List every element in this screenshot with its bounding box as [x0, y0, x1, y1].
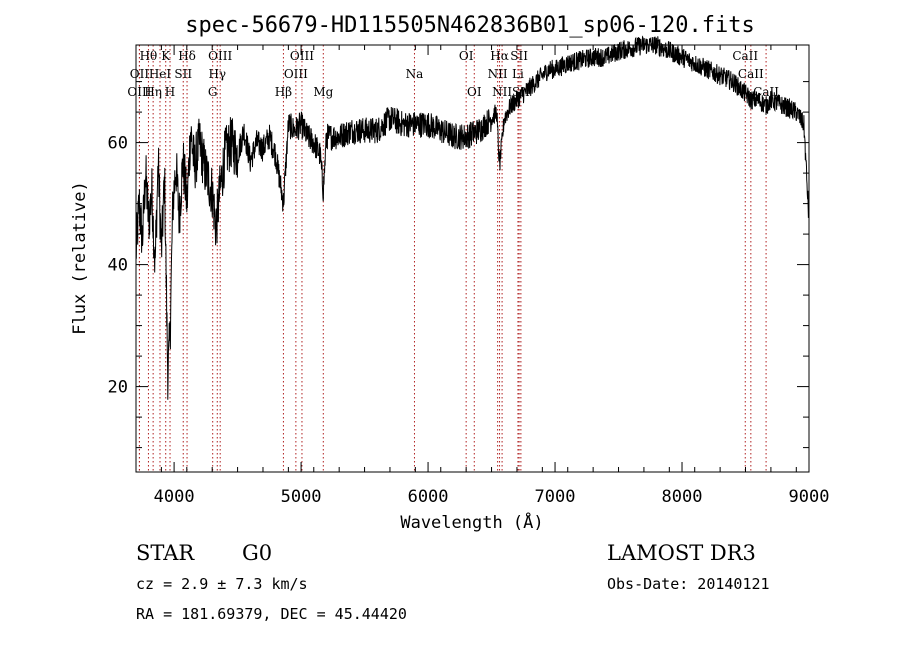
spectral-line-label: H — [165, 85, 175, 99]
spectral-line-label: Hθ — [140, 49, 158, 63]
plot-frame — [135, 44, 810, 473]
x-tick-label: 5000 — [281, 487, 322, 507]
spectral-line-label: Na — [406, 67, 424, 81]
spectral-line-label: OII — [130, 67, 150, 81]
flux-series-line — [135, 35, 810, 400]
spectral-line-label: OIII — [127, 85, 151, 99]
spectral-line-label: Hη — [144, 85, 162, 99]
x-tick-label: 7000 — [535, 487, 576, 507]
spectral-line-label: SII — [174, 67, 192, 81]
spectral-line-label: OI — [459, 49, 474, 63]
spectral-line-label: Hγ — [208, 67, 226, 81]
object-class: STAR — [136, 541, 195, 565]
ticks-layer: 4000 5000 6000 7000 8000 9000 20 40 60 — [108, 45, 830, 507]
spectral-line-label: SII — [510, 49, 528, 63]
spectral-line-label: K — [161, 49, 171, 63]
x-tick-label: 4000 — [154, 487, 195, 507]
spectral-line-label: SII — [512, 85, 530, 99]
chart-title: spec-56679-HD115505N462836B01_sp06-120.f… — [185, 13, 755, 38]
spectral-line-label: Hβ — [275, 85, 292, 99]
object-subclass: G0 — [242, 541, 272, 565]
spectral-line-label: Li — [512, 67, 524, 81]
spectral-line-label: CaII — [753, 85, 779, 99]
spectral-line-label: OIII — [284, 67, 308, 81]
survey-name: LAMOST DR3 — [607, 541, 756, 565]
spectral-line-label: OI — [467, 85, 482, 99]
y-axis-label: Flux (relative) — [70, 181, 90, 335]
spectral-line-label: NII — [488, 67, 508, 81]
spectral-line-label: CaII — [738, 67, 764, 81]
spectral-line-label: Mg — [313, 85, 333, 99]
spectral-line-label: HeI — [149, 67, 172, 81]
spectral-line-label: Hα — [490, 49, 509, 63]
spectral-lines-layer — [138, 45, 767, 472]
x-tick-label: 8000 — [662, 487, 703, 507]
y-tick-label: 20 — [108, 378, 128, 398]
redshift-text: cz = 2.9 ± 7.3 km/s — [136, 575, 308, 593]
spectral-line-label: OIII — [290, 49, 314, 63]
spectral-line-label: NII — [492, 85, 512, 99]
obs-date-text: Obs-Date: 20140121 — [607, 575, 770, 593]
spectral-line-label: OIII — [208, 49, 232, 63]
y-tick-label: 60 — [108, 134, 128, 154]
x-axis-label: Wavelength (Å) — [400, 511, 543, 533]
series-layer — [135, 35, 810, 400]
x-tick-label: 6000 — [408, 487, 449, 507]
x-tick-label: 9000 — [789, 487, 830, 507]
y-tick-label: 40 — [108, 256, 128, 276]
spectral-line-label: CaII — [732, 49, 758, 63]
spectral-line-label: Hδ — [178, 49, 196, 63]
spectral-line-label: G — [208, 85, 218, 99]
coordinates-text: RA = 181.69379, DEC = 45.44420 — [136, 605, 407, 623]
